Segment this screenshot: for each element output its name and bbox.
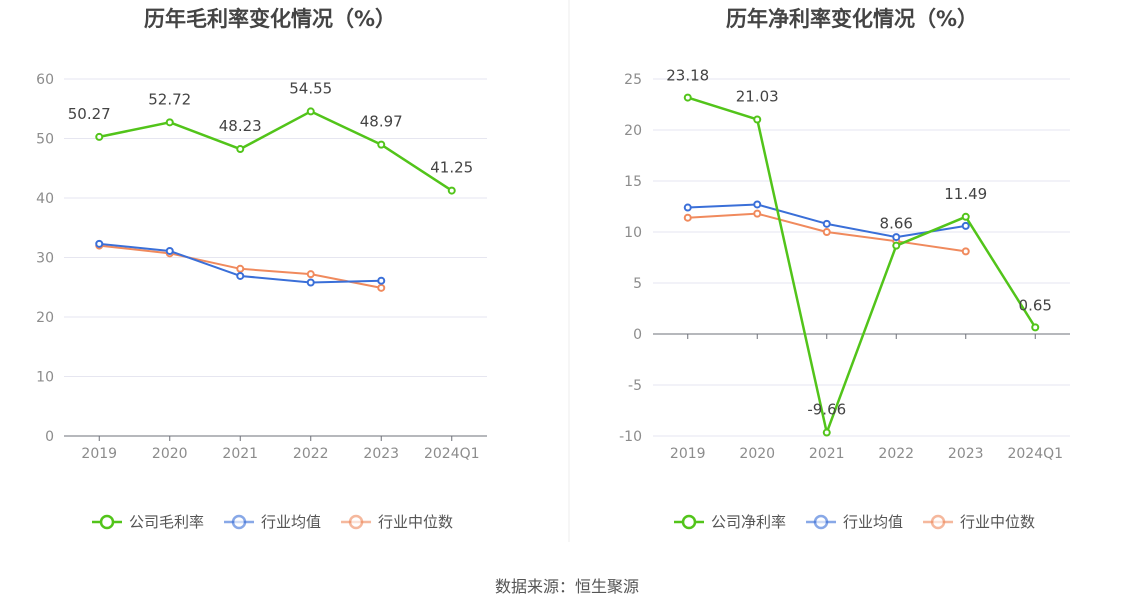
y-tick-label: 15 [624, 174, 642, 190]
y-tick-label: 5 [633, 276, 642, 292]
data-label: 52.72 [148, 90, 191, 108]
data-point[interactable] [753, 200, 762, 209]
data-point[interactable] [95, 239, 104, 248]
data-label: 23.18 [666, 67, 709, 85]
x-tick-label: 2022 [293, 446, 329, 462]
data-point[interactable] [306, 107, 315, 116]
data-point[interactable] [165, 118, 174, 127]
data-label: -9.66 [807, 401, 846, 419]
legend-label: 公司净利率 [711, 513, 786, 531]
data-point[interactable] [961, 212, 970, 221]
y-tick-label: 40 [36, 191, 54, 207]
data-label: 48.23 [219, 117, 262, 135]
data-label: 54.55 [289, 79, 332, 97]
legend-marker [930, 514, 946, 530]
data-point[interactable] [892, 233, 901, 242]
legend-marker [813, 514, 829, 530]
data-label: 21.03 [736, 87, 779, 105]
y-tick-label: 0 [633, 327, 642, 343]
data-point[interactable] [377, 276, 386, 285]
data-point[interactable] [377, 140, 386, 149]
legend-label: 行业中位数 [960, 513, 1035, 531]
data-label: 41.25 [430, 159, 473, 177]
data-point[interactable] [306, 270, 315, 279]
data-point[interactable] [1031, 323, 1040, 332]
y-tick-label: 0 [45, 429, 54, 445]
y-tick-label: -10 [619, 429, 642, 445]
x-tick-label: 2023 [948, 446, 984, 462]
legend-label: 行业均值 [261, 513, 321, 531]
x-tick-label: 2022 [878, 446, 914, 462]
data-point[interactable] [683, 213, 692, 222]
data-label: 50.27 [68, 105, 111, 123]
x-tick-label: 2021 [809, 446, 845, 462]
legend-marker [348, 514, 364, 530]
legend-item-0[interactable]: 公司毛利率 [92, 513, 204, 531]
legend-label: 行业中位数 [378, 513, 453, 531]
y-tick-label: 20 [36, 310, 54, 326]
legend-item-2[interactable]: 行业中位数 [341, 513, 453, 531]
data-point[interactable] [236, 264, 245, 273]
data-label: 48.97 [360, 113, 403, 131]
x-tick-label: 2024Q1 [1007, 446, 1063, 462]
data-point[interactable] [892, 241, 901, 250]
data-point[interactable] [683, 93, 692, 102]
y-tick-label: 20 [624, 123, 642, 139]
data-point[interactable] [377, 283, 386, 292]
data-point[interactable] [822, 228, 831, 236]
legend-item-1[interactable]: 行业均值 [224, 513, 321, 531]
data-point[interactable] [822, 219, 831, 228]
data-point[interactable] [165, 246, 174, 255]
y-tick-label: 60 [36, 72, 54, 88]
x-tick-label: 2024Q1 [424, 446, 480, 462]
data-label: 0.65 [1019, 296, 1052, 314]
data-label: 11.49 [944, 185, 987, 203]
series-line-0 [98, 110, 453, 192]
legend-marker [99, 514, 115, 530]
data-point[interactable] [822, 428, 831, 437]
y-tick-label: 50 [36, 132, 54, 148]
legend-label: 公司毛利率 [129, 513, 204, 531]
y-tick-label: 10 [36, 370, 54, 386]
y-tick-label: 10 [624, 225, 642, 241]
x-tick-label: 2020 [152, 446, 188, 462]
series-line-0 [687, 96, 1037, 434]
data-point[interactable] [753, 115, 762, 124]
data-point[interactable] [753, 209, 762, 218]
chart-title: 历年净利率变化情况（%） [726, 7, 978, 31]
gross-margin-chart: 历年毛利率变化情况（%） 0 10 20 30 40 50 60 2019 2020 2021 20… [36, 7, 487, 531]
legend-label: 行业均值 [843, 513, 903, 531]
legend-item-0[interactable]: 公司净利率 [674, 513, 786, 531]
legend-item-2[interactable]: 行业中位数 [923, 513, 1035, 531]
x-tick-label: 2019 [81, 446, 117, 462]
chart-title: 历年毛利率变化情况（%） [144, 7, 396, 31]
data-label: 8.66 [880, 215, 913, 233]
data-point[interactable] [447, 186, 456, 195]
data-point[interactable] [961, 221, 970, 230]
legend-item-1[interactable]: 行业均值 [806, 513, 903, 531]
data-point[interactable] [236, 271, 245, 280]
x-tick-label: 2021 [222, 446, 258, 462]
data-point[interactable] [95, 132, 104, 141]
net-margin-chart: 历年净利率变化情况（%） -10 -5 0 5 10 15 20 25 2019 2020 2021… [619, 7, 1070, 531]
x-tick-label: 2020 [739, 446, 775, 462]
data-point[interactable] [683, 203, 692, 212]
legend-marker [681, 514, 697, 530]
y-tick-label: -5 [628, 378, 642, 394]
x-tick-label: 2019 [670, 446, 706, 462]
y-tick-label: 30 [36, 251, 54, 267]
x-tick-label: 2023 [363, 446, 399, 462]
data-point[interactable] [961, 247, 970, 256]
legend-marker [231, 514, 247, 530]
y-tick-label: 25 [624, 72, 642, 88]
data-point[interactable] [236, 145, 245, 154]
data-point[interactable] [306, 278, 315, 287]
data-source: 数据来源：恒生聚源 [495, 577, 639, 596]
